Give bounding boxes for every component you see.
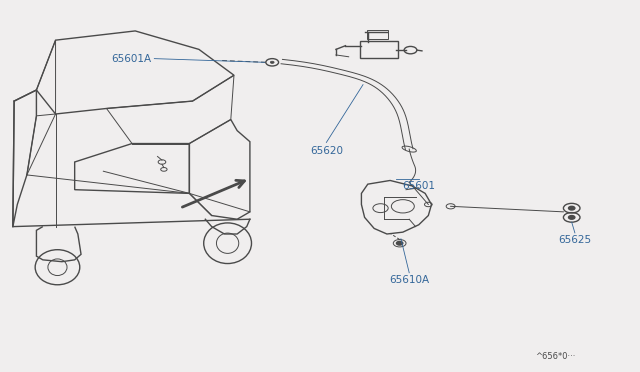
Text: 65601: 65601: [403, 181, 435, 191]
Text: 65601A: 65601A: [111, 54, 151, 64]
Circle shape: [568, 215, 575, 219]
Text: 65625: 65625: [558, 234, 591, 244]
Circle shape: [270, 61, 274, 63]
Circle shape: [568, 206, 575, 210]
Text: 65610A: 65610A: [389, 275, 429, 285]
Text: ^656*0···: ^656*0···: [536, 352, 576, 361]
Circle shape: [396, 241, 403, 245]
Text: 65620: 65620: [310, 146, 343, 156]
